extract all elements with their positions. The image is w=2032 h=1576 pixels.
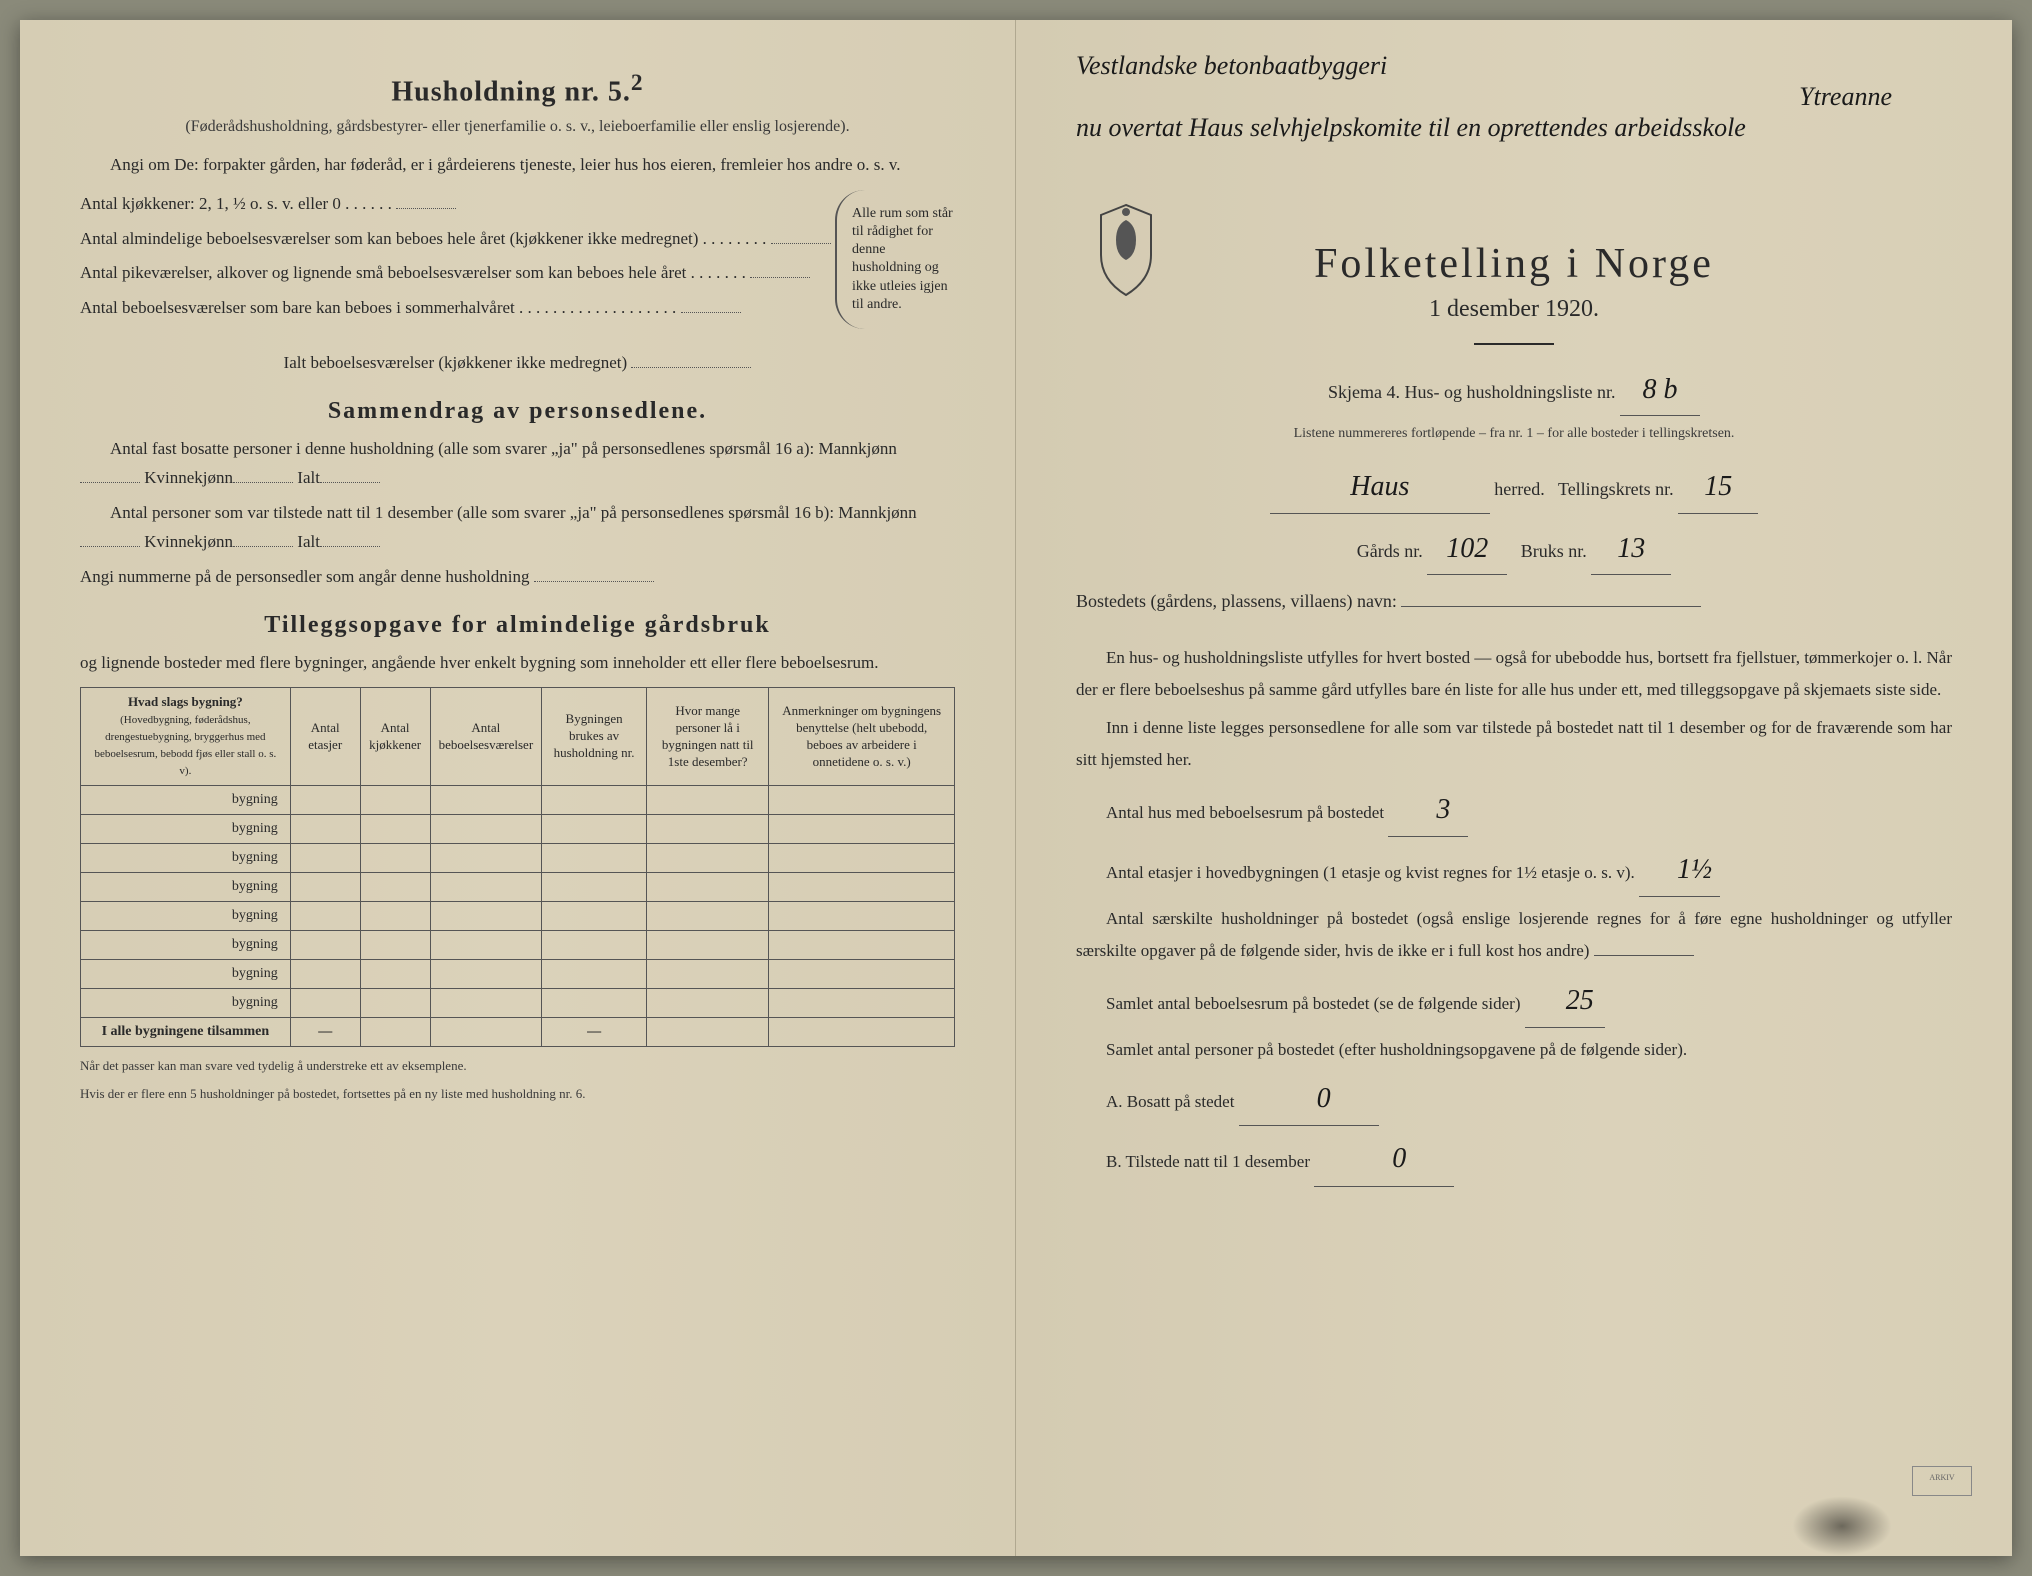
ink-smudge [1792, 1496, 1892, 1556]
main-title: Folketelling i Norge [1076, 240, 1952, 288]
handwritten-note: Vestlandske betonbaatbyggeri Ytreanne nu… [1076, 50, 1972, 144]
table-total-row: I alle bygningene tilsammen—— [81, 1017, 955, 1046]
gards-line: Gårds nr. 102 Bruks nr. 13 [1076, 524, 1952, 575]
bosted-line: Bostedets (gårdens, plassens, villaens) … [1076, 585, 1952, 617]
listene-note: Listene nummereres fortløpende – fra nr.… [1076, 426, 1952, 442]
rooms-1: Antal almindelige beboelsesværelser som … [80, 225, 835, 254]
q1: Antal hus med beboelsesrum på bostedet 3 [1076, 783, 1952, 837]
brace-note: Alle rum som står til rådighet for denne… [835, 190, 955, 330]
th-4: Antal beboelsesværelser [430, 688, 542, 785]
tillegg-title: Tilleggsopgave for almindelige gårdsbruk [80, 612, 955, 639]
th-1: Hvad slags bygning?(Hovedbygning, føderå… [81, 688, 291, 785]
table-row: bygning [81, 901, 955, 930]
document-spread: Husholdning nr. 5.2 (Føderådshusholdning… [20, 20, 2012, 1556]
building-table: Hvad slags bygning?(Hovedbygning, føderå… [80, 687, 955, 1046]
q4: Samlet antal beboelsesrum på bostedet (s… [1076, 974, 1952, 1028]
rooms-total: Ialt beboelsesværelser (kjøkkener ikke m… [80, 349, 955, 378]
qA: A. Bosatt på stedet 0 [1076, 1072, 1952, 1126]
coat-of-arms-icon [1086, 200, 1166, 300]
rooms-3: Antal beboelsesværelser som bare kan beb… [80, 294, 835, 323]
brace-section: Antal kjøkkener: 2, 1, ½ o. s. v. eller … [80, 190, 955, 330]
right-page: Vestlandske betonbaatbyggeri Ytreanne nu… [1016, 20, 2012, 1556]
skjema-line: Skjema 4. Hus- og husholdningsliste nr. … [1076, 365, 1952, 416]
date-line: 1 desember 1920. [1076, 296, 1952, 323]
sum-line-1: Antal fast bosatte personer i denne hush… [80, 435, 955, 493]
table-row: bygning [81, 814, 955, 843]
th-3: Antal kjøkkener [360, 688, 430, 785]
sum-line-2: Antal personer som var tilstede natt til… [80, 499, 955, 557]
left-page: Husholdning nr. 5.2 (Føderådshusholdning… [20, 20, 1016, 1556]
th-2: Antal etasjer [290, 688, 360, 785]
table-row: bygning [81, 872, 955, 901]
left-sub2: Angi om De: forpakter gården, har føderå… [80, 151, 955, 180]
para-1: En hus- og husholdningsliste utfylles fo… [1076, 642, 1952, 707]
sum-line-3: Angi nummerne på de personsedler som ang… [80, 563, 955, 592]
left-heading: Husholdning nr. 5.2 [80, 70, 955, 108]
q5: Samlet antal personer på bostedet (efter… [1076, 1034, 1952, 1066]
left-sub1: (Føderådshusholdning, gårdsbestyrer- ell… [80, 116, 955, 138]
qB: B. Tilstede natt til 1 desember 0 [1076, 1132, 1952, 1186]
para-2: Inn i denne liste legges personsedlene f… [1076, 712, 1952, 777]
footnote-2: Hvis der er flere enn 5 husholdninger på… [80, 1085, 955, 1103]
table-row: bygning [81, 785, 955, 814]
tillegg-sub: og lignende bosteder med flere bygninger… [80, 649, 955, 678]
rooms-2: Antal pikeværelser, alkover og lignende … [80, 259, 835, 288]
herred-line: Haus herred. Tellingskrets nr. 15 [1076, 462, 1952, 513]
kitchen-line: Antal kjøkkener: 2, 1, ½ o. s. v. eller … [80, 190, 835, 219]
archive-stamp: ARKIV [1912, 1466, 1972, 1496]
th-5: Bygningen brukes av husholdning nr. [542, 688, 647, 785]
divider [1474, 343, 1554, 345]
q2: Antal etasjer i hovedbygningen (1 etasje… [1076, 843, 1952, 897]
th-7: Anmerkninger om bygningens benyttelse (h… [769, 688, 955, 785]
summary-title: Sammendrag av personsedlene. [80, 398, 955, 425]
q3: Antal særskilte husholdninger på bostede… [1076, 903, 1952, 968]
table-row: bygning [81, 988, 955, 1017]
table-row: bygning [81, 959, 955, 988]
table-row: bygning [81, 843, 955, 872]
table-row: bygning [81, 930, 955, 959]
footnote-1: Når det passer kan man svare ved tydelig… [80, 1057, 955, 1075]
th-6: Hvor mange personer lå i bygningen natt … [647, 688, 769, 785]
